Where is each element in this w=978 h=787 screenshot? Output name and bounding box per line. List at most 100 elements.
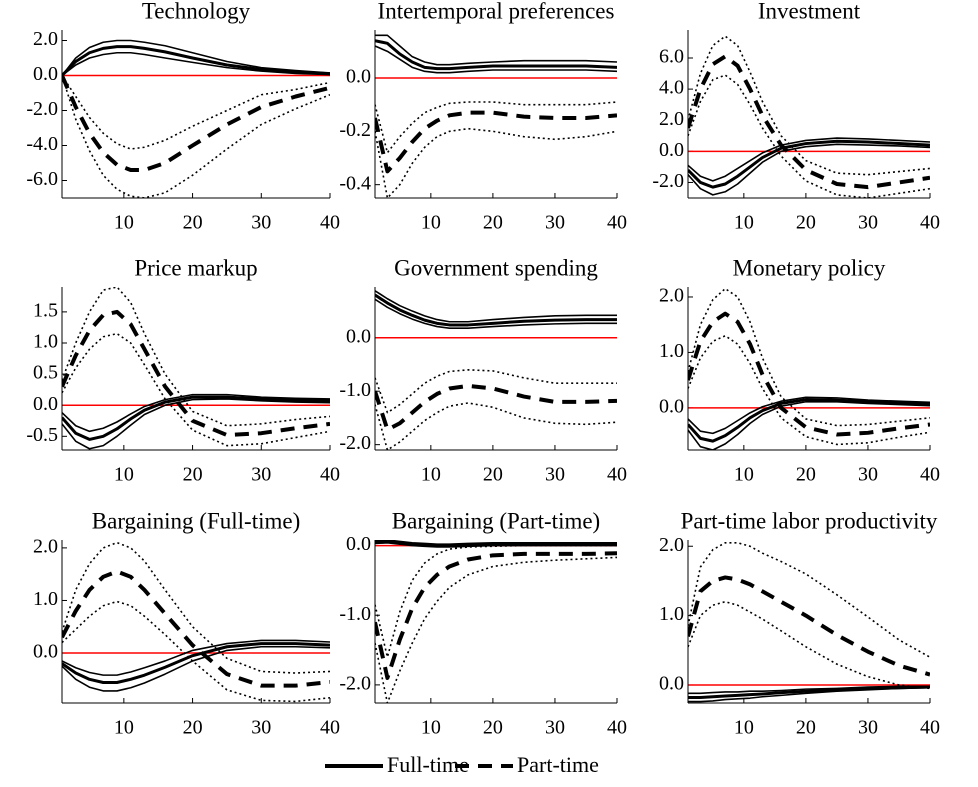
y-tick-label: -0.4: [339, 172, 371, 194]
band-line: [375, 290, 617, 323]
series-line: [62, 569, 330, 688]
x-tick-label: 40: [607, 717, 627, 739]
y-tick-label: -1.0: [339, 379, 371, 401]
band-line: [375, 369, 617, 414]
plot-area: [688, 287, 930, 450]
band-line: [688, 137, 930, 182]
x-tick-label: 40: [607, 464, 627, 486]
x-tick-label: 30: [545, 212, 565, 234]
series-line: [688, 54, 930, 190]
y-tick-label: -2.0: [339, 432, 371, 454]
band-line: [688, 600, 930, 690]
x-tick-label: 20: [796, 717, 816, 739]
y-tick-label: 2.0: [659, 108, 684, 130]
x-tick-label: 40: [920, 464, 940, 486]
plot-area: [375, 34, 617, 198]
band-line: [688, 143, 930, 196]
x-tick-label: 30: [858, 464, 878, 486]
series-line: [62, 642, 330, 684]
y-tick-label: 0.0: [33, 393, 58, 415]
panel-title: Bargaining (Part-time): [392, 508, 600, 533]
y-tick-label: 1.0: [659, 340, 684, 362]
plot-area: [375, 540, 617, 703]
y-tick-label: -2.0: [339, 672, 371, 694]
panel: Technology 2.0 0.0 -2.0 -4.0 -6.0 10 20 30 40: [26, 0, 340, 234]
x-tick-label: 10: [114, 212, 134, 234]
x-tick-label: 20: [183, 464, 203, 486]
band-line: [62, 600, 330, 703]
series-line: [375, 293, 617, 327]
band-line: [62, 393, 330, 433]
x-tick-label: 20: [796, 464, 816, 486]
series-line: [688, 311, 930, 437]
y-tick-label: 1.0: [659, 603, 684, 625]
x-tick-label: 10: [114, 464, 134, 486]
y-tick-label: 2.0: [33, 28, 58, 50]
plot-area: [62, 287, 330, 450]
series-line: [62, 309, 330, 438]
band-line: [62, 39, 330, 76]
y-tick-label: 0.0: [33, 641, 58, 663]
x-tick-label: 10: [734, 212, 754, 234]
band-line: [688, 396, 930, 435]
band-line: [62, 332, 330, 447]
y-tick-label: 2.0: [659, 285, 684, 307]
y-tick-label: -4.0: [26, 133, 58, 155]
y-tick-label: 0.0: [659, 139, 684, 161]
x-tick-label: 40: [320, 212, 340, 234]
x-tick-label: 30: [251, 717, 271, 739]
band-line: [62, 639, 330, 676]
band-line: [688, 35, 930, 176]
panel: Intertemporal preferences 0.0 -0.2 -0.4 10 20…: [339, 0, 627, 234]
plot-area: [62, 39, 330, 198]
band-line: [688, 541, 930, 658]
y-tick-label: 2.0: [33, 535, 58, 557]
band-line: [375, 298, 617, 329]
panel-title: Bargaining (Full-time): [92, 508, 300, 533]
y-tick-label: 0.0: [659, 673, 684, 695]
x-tick-label: 10: [421, 212, 441, 234]
x-tick-label: 20: [183, 717, 203, 739]
panel: Bargaining (Full-time) 2.0 1.0 0.0 10 20 30 40: [33, 508, 340, 738]
plot-area: [375, 290, 617, 450]
series-line: [375, 383, 617, 432]
x-tick-label: 30: [858, 212, 878, 234]
series-line: [375, 540, 617, 548]
x-tick-label: 30: [251, 464, 271, 486]
panel: Monetary policy 2.0 1.0 0.0 10 20 30 40: [659, 255, 940, 485]
y-tick-label: 2.0: [659, 534, 684, 556]
x-tick-label: 20: [483, 212, 503, 234]
band-line: [62, 51, 330, 77]
series-line: [688, 575, 930, 677]
x-tick-label: 30: [251, 212, 271, 234]
series-line: [688, 685, 930, 699]
x-tick-label: 10: [421, 717, 441, 739]
series-line: [375, 551, 617, 680]
plot-area: [688, 35, 930, 198]
band-line: [62, 287, 330, 427]
x-tick-label: 20: [483, 717, 503, 739]
x-tick-label: 20: [796, 212, 816, 234]
x-tick-label: 30: [858, 717, 878, 739]
band-line: [375, 556, 617, 703]
panel-title: Part-time labor productivity: [681, 508, 938, 533]
x-tick-label: 20: [483, 464, 503, 486]
y-tick-label: 0.5: [33, 362, 58, 384]
band-line: [375, 34, 617, 66]
series-line: [375, 39, 617, 71]
band-line: [62, 645, 330, 692]
plot-area: [688, 541, 930, 703]
panel-title: Government spending: [394, 255, 598, 280]
y-tick-label: 6.0: [659, 46, 684, 68]
y-tick-label: 0.0: [659, 395, 684, 417]
y-tick-label: -0.2: [339, 119, 371, 141]
y-tick-label: 0.0: [346, 533, 371, 555]
panel: Price markup 1.5 1.0 0.5 0.0 -0.5 10 20 30 40: [26, 255, 340, 485]
band-line: [62, 398, 330, 450]
x-tick-label: 10: [734, 464, 754, 486]
y-tick-label: -1.0: [339, 603, 371, 625]
band-line: [375, 127, 617, 198]
band-line: [375, 402, 617, 450]
x-tick-label: 40: [920, 717, 940, 739]
